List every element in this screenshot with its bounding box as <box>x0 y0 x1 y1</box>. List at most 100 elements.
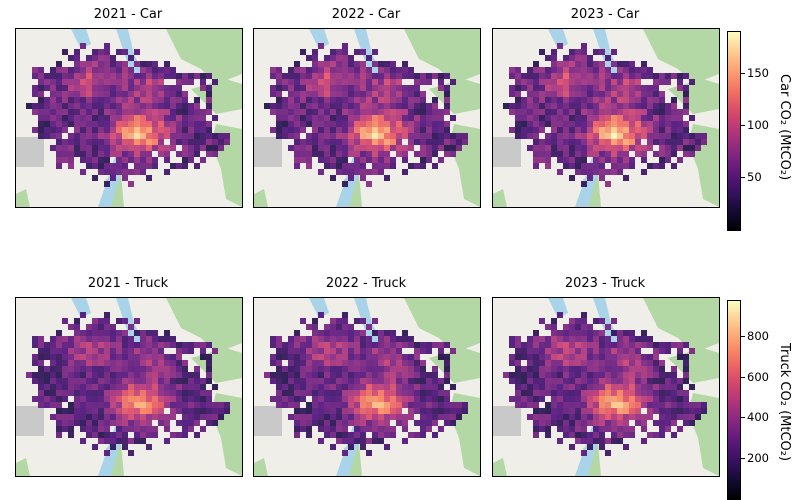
heatmap-cell <box>86 390 92 396</box>
heatmap-cell <box>354 121 360 127</box>
heatmap-cell <box>146 109 152 115</box>
heatmap-cell <box>38 354 44 360</box>
heatmap-cell <box>372 402 378 408</box>
heatmap-cell <box>86 396 92 402</box>
heatmap-cell <box>581 348 587 354</box>
heatmap-cell <box>360 73 366 79</box>
heatmap-cell <box>563 420 569 426</box>
heatmap-cell <box>300 408 306 414</box>
heatmap-cell <box>581 55 587 61</box>
heatmap-cell <box>575 378 581 384</box>
heatmap-cell <box>390 133 396 139</box>
heatmap-cell <box>611 390 617 396</box>
heatmap-cell <box>324 390 330 396</box>
heatmap-cell <box>623 115 629 121</box>
heatmap-cell <box>396 121 402 127</box>
heatmap-cell <box>104 420 110 426</box>
heatmap-cell <box>599 354 605 360</box>
heatmap-cell <box>122 348 128 354</box>
heatmap-cell <box>671 133 677 139</box>
heatmap-cell <box>342 181 348 187</box>
heatmap-cell <box>581 169 587 175</box>
heatmap-cell <box>158 372 164 378</box>
heatmap-cell <box>659 139 665 145</box>
heatmap-cell <box>140 73 146 79</box>
heatmap-cell <box>206 91 212 97</box>
heatmap-cell <box>641 342 647 348</box>
heatmap-cell <box>527 354 533 360</box>
heatmap-cell <box>318 127 324 133</box>
heatmap-cell <box>671 378 677 384</box>
heatmap-cell <box>336 97 342 103</box>
heatmap-cell <box>354 115 360 121</box>
heatmap-cell <box>98 438 104 444</box>
heatmap-cell <box>521 133 527 139</box>
heatmap-cell <box>635 73 641 79</box>
heatmap-cell <box>408 342 414 348</box>
heatmap-cell <box>336 115 342 121</box>
heatmap-cell <box>438 121 444 127</box>
heatmap-cell <box>515 133 521 139</box>
heatmap-cell <box>330 61 336 67</box>
heatmap-cell <box>509 127 515 133</box>
heatmap-cell <box>288 85 294 91</box>
heatmap-cell <box>342 103 348 109</box>
heatmap-cell <box>647 384 653 390</box>
heatmap-cell <box>170 145 176 151</box>
heatmap-cell <box>605 67 611 73</box>
heatmap-cell <box>599 175 605 181</box>
heatmap-cell <box>324 426 330 432</box>
heatmap-cell <box>665 390 671 396</box>
heatmap-cell <box>599 127 605 133</box>
heatmap-cell <box>92 366 98 372</box>
heatmap-cell <box>146 396 152 402</box>
heatmap-cell <box>396 91 402 97</box>
heatmap-cell <box>300 348 306 354</box>
heatmap-cell <box>527 390 533 396</box>
heatmap-cell <box>80 312 86 318</box>
heatmap-cell <box>384 390 390 396</box>
heatmap-cell <box>306 133 312 139</box>
heatmap-cell <box>348 121 354 127</box>
heatmap-cell <box>342 139 348 145</box>
heatmap-cell <box>170 133 176 139</box>
heatmap-cell <box>444 109 450 115</box>
heatmap-cell <box>62 151 68 157</box>
heatmap-cell <box>617 145 623 151</box>
heatmap-cell <box>557 348 563 354</box>
heatmap-cell <box>635 67 641 73</box>
heatmap-cell <box>611 330 617 336</box>
heatmap-cell <box>575 157 581 163</box>
heatmap-cell <box>212 115 218 121</box>
heatmap-cell <box>665 396 671 402</box>
heatmap-cell <box>282 127 288 133</box>
heatmap-cell <box>527 372 533 378</box>
heatmap-cell <box>444 121 450 127</box>
heatmap-cell <box>599 336 605 342</box>
heatmap-cell <box>282 133 288 139</box>
heatmap-cell <box>318 73 324 79</box>
heatmap-cell <box>206 360 212 366</box>
heatmap-cell <box>629 139 635 145</box>
heatmap-cell <box>605 91 611 97</box>
heatmap-cell <box>336 408 342 414</box>
heatmap-cell <box>50 79 56 85</box>
heatmap-cell <box>605 109 611 115</box>
heatmap-cell <box>641 73 647 79</box>
heatmap-cell <box>110 91 116 97</box>
heatmap-cell <box>599 438 605 444</box>
heatmap-cell <box>104 115 110 121</box>
heatmap-cell <box>384 121 390 127</box>
heatmap-cell <box>128 390 134 396</box>
heatmap-cell <box>32 342 38 348</box>
heatmap-cell <box>62 109 68 115</box>
heatmap-cell <box>26 103 32 109</box>
heatmap-cell <box>336 61 342 67</box>
heatmap-cell <box>104 157 110 163</box>
heatmap-cell <box>44 372 50 378</box>
heatmap-cell <box>276 372 282 378</box>
heatmap-cell <box>521 121 527 127</box>
heatmap-cell <box>611 91 617 97</box>
heatmap-cell <box>420 432 426 438</box>
heatmap-cell <box>330 49 336 55</box>
